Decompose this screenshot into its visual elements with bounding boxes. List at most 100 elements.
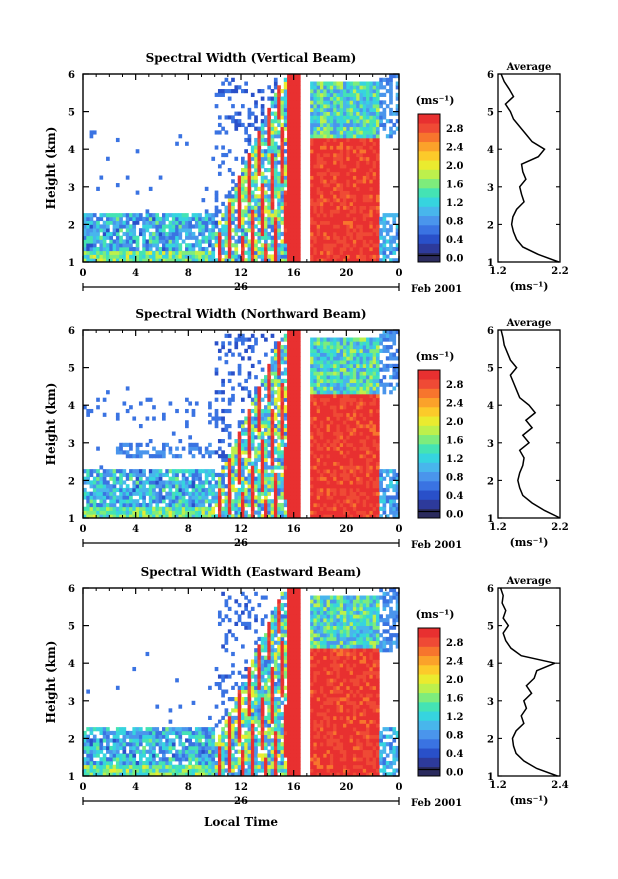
heatmap-cell — [284, 368, 288, 372]
heatmap-cell — [310, 138, 314, 142]
heatmap-cell — [340, 488, 344, 492]
heatmap-cell — [366, 89, 370, 93]
heatmap-cell — [162, 447, 166, 451]
heatmap-cell — [383, 213, 387, 217]
heatmap-cell — [369, 213, 373, 217]
heatmap-cell — [356, 375, 360, 379]
heatmap-cell — [185, 492, 189, 496]
heatmap-cell — [277, 454, 281, 458]
heatmap-cell — [294, 172, 298, 176]
heatmap-cell — [281, 217, 285, 221]
heatmap-cell — [126, 217, 130, 221]
heatmap-cell — [281, 458, 285, 462]
heatmap-cell — [343, 341, 347, 345]
heatmap-cell — [132, 217, 136, 221]
heatmap-cell — [353, 130, 357, 134]
heatmap-cell — [366, 243, 370, 247]
heatmap-cell — [376, 164, 380, 168]
heatmap-cell — [241, 473, 245, 477]
heatmap-cell — [218, 247, 222, 251]
heatmap-cell — [366, 390, 370, 394]
heatmap-cell — [234, 157, 238, 161]
heatmap-cell — [336, 488, 340, 492]
heatmap-cell — [356, 379, 360, 383]
heatmap-cell — [353, 462, 357, 466]
heatmap-cell — [244, 82, 248, 86]
heatmap-cell — [244, 164, 248, 168]
heatmap-cell — [386, 254, 390, 258]
heatmap-cell — [257, 401, 261, 405]
heatmap-cell — [327, 153, 331, 157]
heatmap-cell — [238, 183, 242, 187]
heatmap-cell — [353, 236, 357, 240]
heatmap-cell — [294, 153, 298, 157]
heatmap-cell — [294, 157, 298, 161]
heatmap-cell — [336, 127, 340, 131]
heatmap-cell — [356, 247, 360, 251]
heatmap-cell — [356, 179, 360, 183]
heatmap-cell — [248, 480, 252, 484]
heatmap-cell — [241, 179, 245, 183]
heatmap-cell — [271, 194, 275, 198]
heatmap-cell — [244, 495, 248, 499]
heatmap-cell — [231, 202, 235, 206]
heatmap-cell — [363, 353, 367, 357]
heatmap-cell — [274, 495, 278, 499]
heatmap-cell — [356, 254, 360, 258]
heatmap-cell — [254, 480, 258, 484]
heatmap-cell — [317, 142, 321, 146]
heatmap-cell — [360, 157, 364, 161]
heatmap-cell — [294, 247, 298, 251]
heatmap-cell — [290, 213, 294, 217]
heatmap-cell — [290, 432, 294, 436]
heatmap-cell — [320, 130, 324, 134]
heatmap-cell — [113, 228, 117, 232]
heatmap-cell — [231, 78, 235, 82]
heatmap-cell — [271, 209, 275, 213]
heatmap-cell — [264, 243, 268, 247]
heatmap-cell — [294, 112, 298, 116]
heatmap-cell — [284, 209, 288, 213]
heatmap-cell — [90, 213, 94, 217]
heatmap-cell — [323, 379, 327, 383]
heatmap-cell — [297, 134, 301, 138]
heatmap-cell — [297, 488, 301, 492]
heatmap-cell — [386, 78, 390, 82]
heatmap-cell — [284, 172, 288, 176]
heatmap-cell — [152, 254, 156, 258]
heatmap-cell — [169, 247, 173, 251]
heatmap-cell — [350, 488, 354, 492]
heatmap-cell — [261, 213, 265, 217]
heatmap-cell — [369, 157, 373, 161]
heatmap-cell — [277, 213, 281, 217]
heatmap-cell — [310, 368, 314, 372]
heatmap-cell — [353, 375, 357, 379]
heatmap-cell — [287, 405, 291, 409]
heatmap-cell — [261, 379, 265, 383]
heatmap-cell — [369, 183, 373, 187]
heatmap-cell — [103, 492, 107, 496]
heatmap-cell — [392, 123, 396, 127]
heatmap-cell — [310, 213, 314, 217]
heatmap-cell — [172, 469, 176, 473]
heatmap-cell — [323, 510, 327, 514]
heatmap-cell — [343, 153, 347, 157]
heatmap-cell — [238, 191, 242, 195]
heatmap-cell — [317, 168, 321, 172]
heatmap-cell — [369, 221, 373, 225]
heatmap-cell — [274, 164, 278, 168]
heatmap-cell — [267, 232, 271, 236]
heatmap-cell — [290, 413, 294, 417]
heatmap-cell — [264, 454, 268, 458]
heatmap-cell — [383, 93, 387, 97]
heatmap-cell — [340, 401, 344, 405]
heatmap-cell — [369, 115, 373, 119]
heatmap-cell — [290, 371, 294, 375]
heatmap-cell — [310, 123, 314, 127]
heatmap-cell — [218, 480, 222, 484]
heatmap-cell — [129, 492, 133, 496]
heatmap-cell — [327, 217, 331, 221]
heatmap-cell — [182, 224, 186, 228]
heatmap-cell — [290, 424, 294, 428]
heatmap-cell — [205, 507, 209, 511]
